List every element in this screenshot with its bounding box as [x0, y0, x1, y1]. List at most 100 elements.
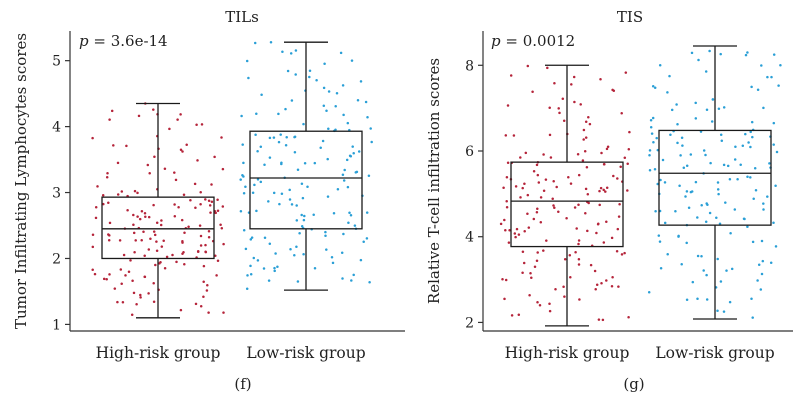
data-point [741, 144, 745, 148]
data-point [321, 139, 325, 143]
data-point [325, 109, 328, 112]
y-tick-label: 4 [465, 230, 474, 246]
data-point [554, 287, 557, 291]
data-point [313, 161, 317, 165]
data-point [557, 210, 560, 214]
data-point [147, 215, 151, 219]
data-point [728, 300, 732, 304]
data-point [584, 136, 588, 139]
data-point [750, 120, 754, 124]
data-point [336, 187, 340, 191]
data-point [626, 189, 629, 192]
data-point [749, 130, 752, 134]
data-point [747, 141, 750, 144]
data-point [353, 224, 357, 227]
y-tick-label: 1 [52, 317, 61, 333]
data-point [242, 191, 246, 195]
data-point [759, 288, 763, 291]
data-point [704, 220, 708, 223]
data-point [582, 128, 586, 132]
data-point [505, 200, 508, 203]
data-point [295, 245, 298, 249]
data-point [277, 140, 281, 144]
data-point [357, 150, 361, 153]
data-point [718, 222, 722, 226]
data-point [717, 192, 720, 196]
data-point [346, 185, 350, 189]
jitter-points [91, 40, 373, 317]
data-point [685, 164, 689, 167]
data-point [751, 316, 754, 319]
data-point [116, 193, 120, 196]
data-point [751, 135, 754, 139]
data-point [762, 106, 765, 110]
data-point [736, 178, 739, 181]
data-point [648, 149, 652, 152]
data-point [222, 311, 225, 314]
data-point [506, 104, 510, 107]
data-point [216, 209, 220, 213]
data-point [132, 213, 135, 217]
x-categories: High-risk group Low-risk group [96, 344, 366, 362]
data-point [202, 295, 205, 298]
data-point [739, 163, 742, 166]
data-point [301, 196, 305, 200]
data-point [222, 242, 225, 246]
data-point [147, 248, 151, 251]
data-point [503, 297, 506, 301]
data-point [744, 132, 747, 136]
data-point [704, 153, 707, 157]
data-point [134, 239, 137, 242]
data-point [600, 281, 603, 285]
data-point [772, 121, 776, 125]
panel-tils: TILs Tumor Infiltrating Lymphocytes scor… [12, 8, 405, 393]
data-point [586, 229, 589, 233]
data-point [274, 252, 277, 255]
data-point [684, 195, 687, 198]
iqr-box [510, 161, 624, 248]
data-point [526, 64, 530, 68]
data-point [303, 214, 306, 218]
data-point [676, 141, 679, 145]
data-point [249, 264, 252, 268]
data-point [332, 212, 336, 215]
data-point [618, 202, 621, 206]
data-point [239, 209, 243, 213]
data-point [548, 309, 552, 313]
data-point [296, 168, 300, 172]
data-point [177, 205, 180, 209]
data-point [365, 237, 369, 240]
data-point [694, 101, 697, 105]
data-point [116, 161, 120, 165]
data-point [563, 295, 566, 298]
data-point [220, 136, 223, 139]
data-point [101, 193, 105, 197]
data-point [126, 208, 129, 212]
panel-caption: (f) [234, 375, 251, 393]
data-point [724, 201, 727, 204]
data-point [327, 127, 330, 130]
data-point [102, 277, 106, 281]
data-point [777, 84, 780, 87]
data-point [760, 272, 764, 276]
data-point [655, 136, 658, 140]
data-point [528, 294, 531, 297]
x-category-label: Low-risk group [655, 344, 774, 362]
data-point [153, 233, 157, 237]
data-point [196, 159, 199, 162]
data-point [293, 254, 296, 257]
p-label: p [79, 32, 89, 50]
data-point [302, 122, 305, 126]
data-point [573, 100, 576, 104]
data-point [585, 165, 589, 169]
data-point [369, 127, 372, 130]
data-point [300, 213, 303, 217]
data-point [538, 303, 542, 307]
data-point [322, 86, 326, 90]
data-point [181, 150, 184, 153]
data-point [160, 245, 164, 248]
data-point [612, 89, 616, 92]
data-point [262, 267, 266, 270]
data-point [584, 187, 588, 191]
data-point [725, 269, 728, 272]
